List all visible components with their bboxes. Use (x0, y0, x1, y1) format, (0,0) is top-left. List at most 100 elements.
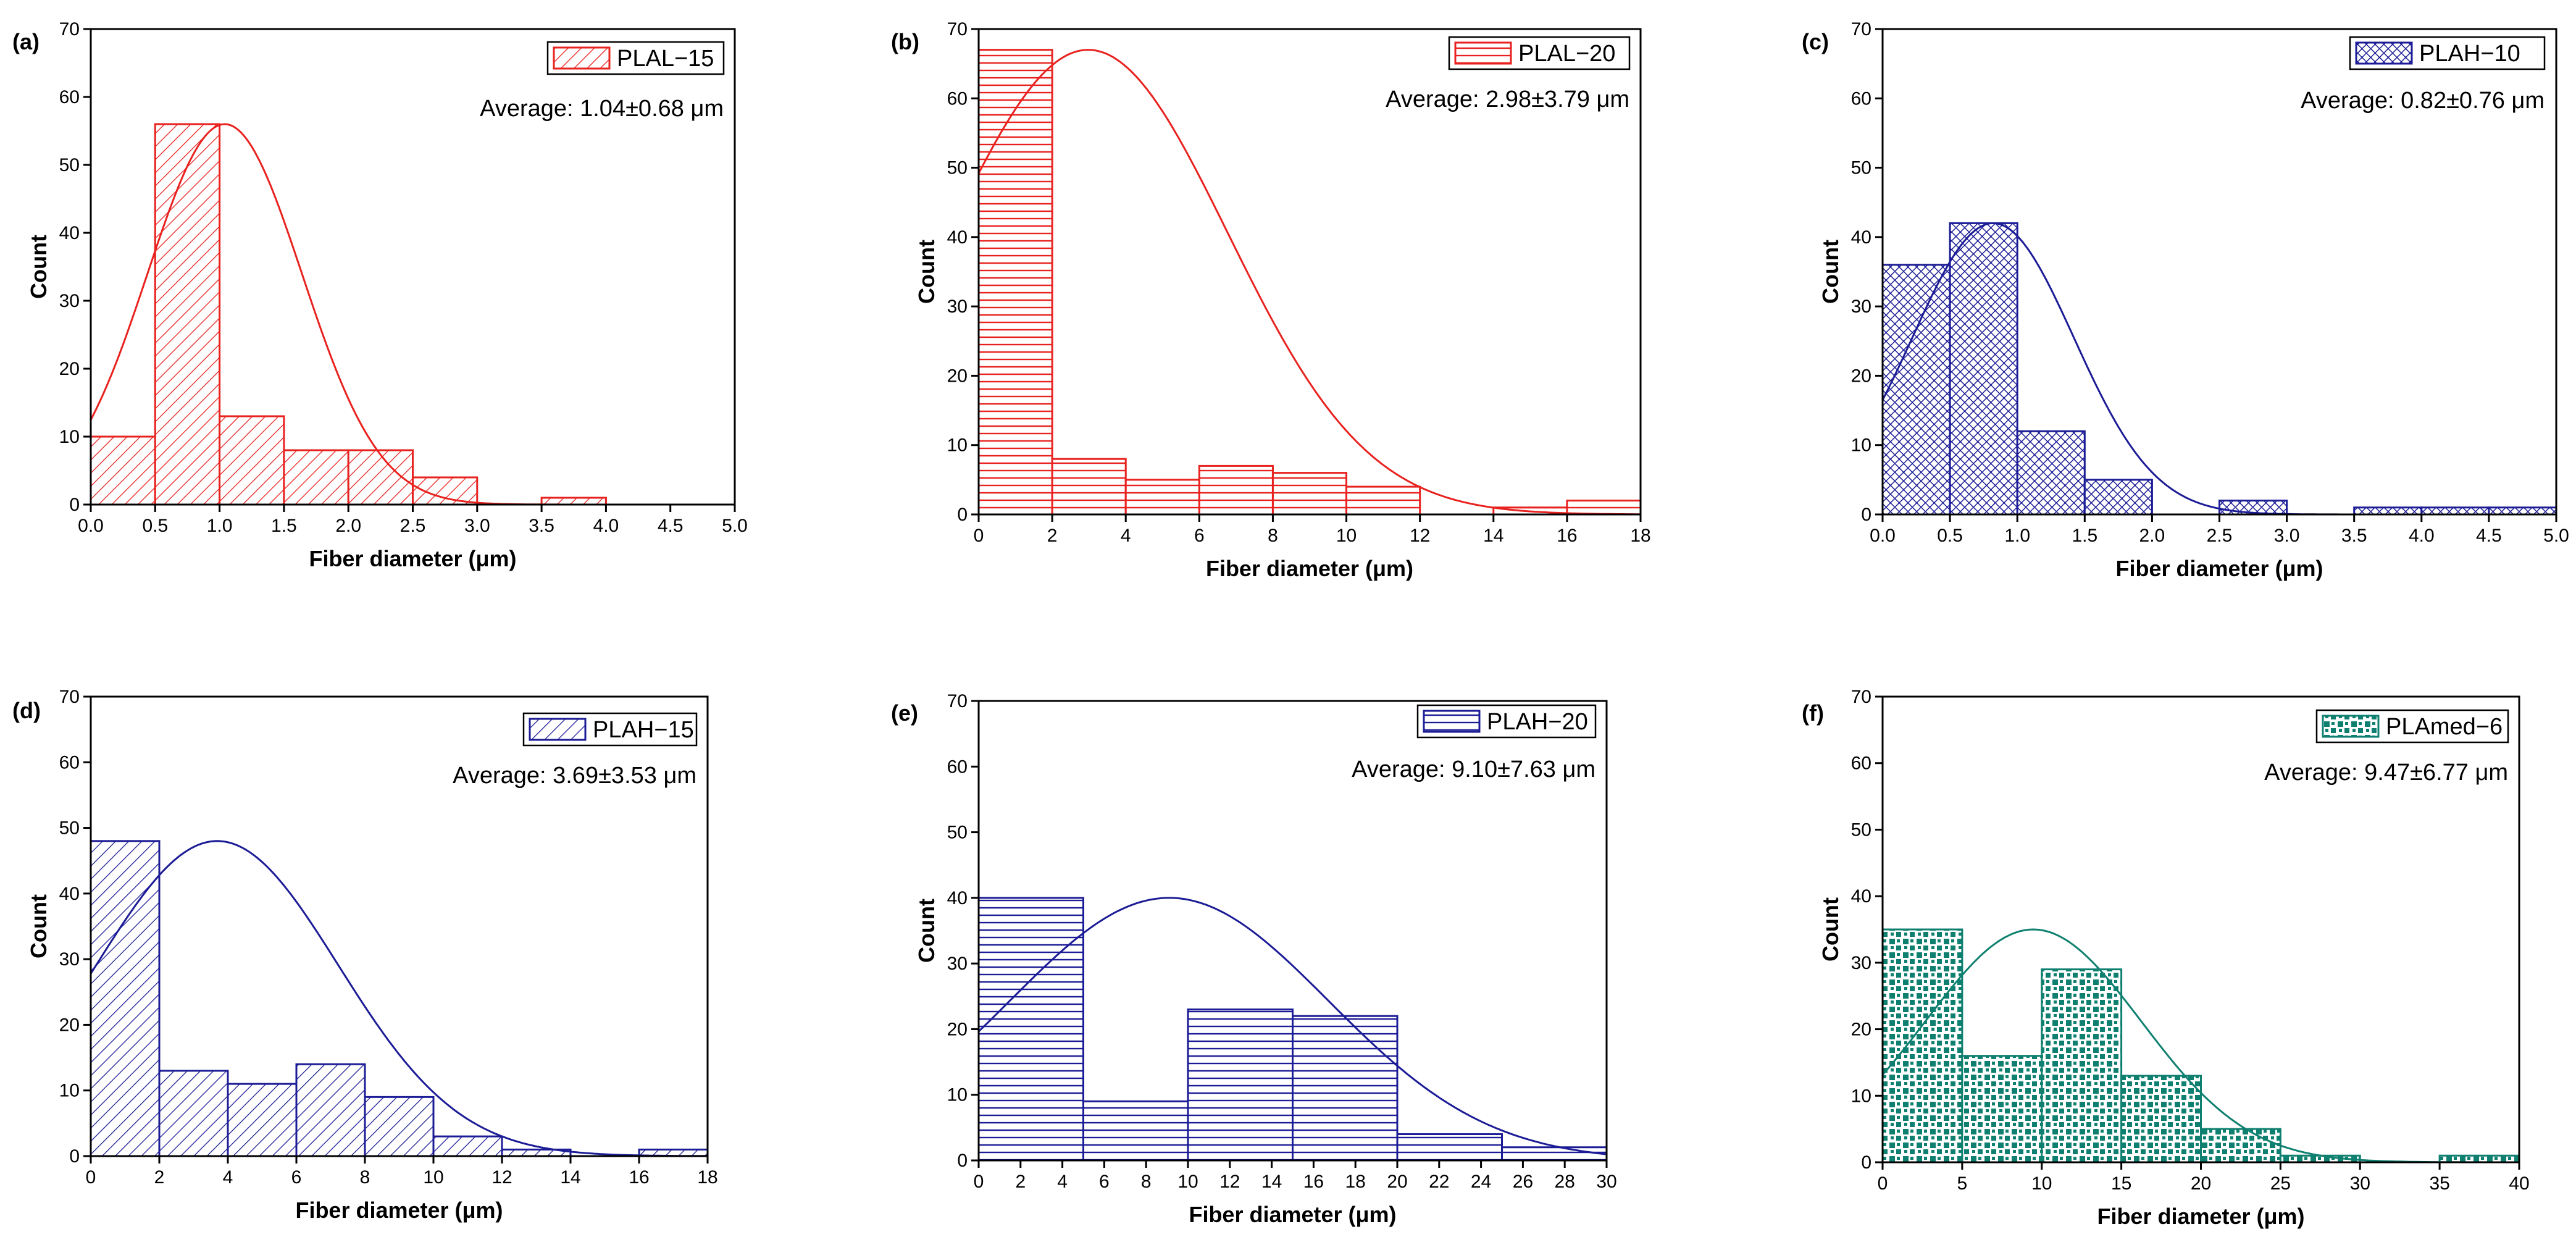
x-tick-label-2-4: 6 (1194, 526, 1205, 546)
x-tick-label-1-9: 4.0 (593, 516, 619, 536)
x-tick-label-5-4: 6 (1099, 1172, 1110, 1192)
x-tick-label-6-9: 40 (2509, 1173, 2529, 1194)
bar-2-6 (1345, 485, 1421, 516)
legend-label-2: PLAL−20 (1518, 41, 1615, 67)
legend-2: PLAL−20 (1448, 36, 1631, 70)
bar-5-3 (1187, 1008, 1294, 1162)
x-tick-label-4-10: 18 (697, 1167, 717, 1188)
y-tick-label-2-7: 60 (947, 88, 968, 109)
legend-5: PLAH−20 (1416, 704, 1597, 739)
y-axis-title-6: Count (1818, 897, 1843, 962)
x-tick-label-5-6: 10 (1177, 1172, 1198, 1192)
plot-frame-5 (977, 700, 1608, 1162)
x-tick-label-3-8: 3.5 (2341, 526, 2367, 546)
x-tick-label-6-1: 0 (1878, 1173, 1888, 1194)
panel-label-4: (d) (12, 698, 41, 723)
y-tick-label-1-6: 50 (59, 155, 80, 175)
x-tick-label-5-13: 24 (1471, 1172, 1491, 1192)
y-tick-label-2-8: 70 (947, 19, 968, 40)
x-tick-label-4-5: 8 (360, 1167, 370, 1188)
bar-4-3 (227, 1083, 298, 1157)
x-tick-label-5-15: 28 (1555, 1172, 1575, 1192)
x-tick-label-4-7: 12 (491, 1167, 512, 1188)
x-tick-label-5-8: 14 (1261, 1172, 1282, 1192)
legend-3: PLAH−10 (2349, 36, 2546, 70)
legend-label-4: PLAH−15 (593, 717, 694, 743)
legend-swatch-4 (529, 718, 587, 741)
bar-2-9 (1566, 500, 1642, 516)
y-tick-label-1-7: 60 (59, 87, 80, 107)
y-tick-label-4-4: 30 (59, 949, 80, 970)
x-tick-label-2-6: 10 (1336, 526, 1357, 546)
x-tick-label-6-8: 35 (2429, 1173, 2449, 1194)
x-tick-label-5-11: 20 (1387, 1172, 1407, 1192)
y-tick-label-1-8: 70 (59, 19, 80, 40)
bar-2-1 (977, 49, 1053, 516)
y-tick-label-1-1: 0 (69, 495, 80, 515)
x-tick-label-4-4: 6 (291, 1167, 302, 1188)
bar-3-2 (1949, 222, 2018, 516)
legend-6: PLAmed−6 (2315, 709, 2509, 744)
legend-swatch-6 (2322, 715, 2380, 738)
x-tick-label-2-3: 4 (1121, 526, 1131, 546)
chart-panel-2: 0 2 4 6 8 10 12 14 16 18 0 10 20 30 40 50 60 70 Fiber diam… (891, 19, 1651, 581)
x-tick-label-1-11: 5.0 (722, 516, 748, 536)
x-tick-label-3-5: 2.0 (2139, 526, 2165, 546)
y-tick-label-2-5: 40 (947, 227, 968, 248)
bar-4-4 (295, 1063, 366, 1157)
x-tick-label-1-6: 2.5 (400, 516, 426, 536)
x-axis-title-1: Fiber diameter (μm) (309, 546, 516, 571)
y-tick-label-2-6: 50 (947, 158, 968, 178)
x-tick-label-3-2: 0.5 (1937, 526, 1963, 546)
x-tick-label-2-2: 2 (1047, 526, 1058, 546)
x-tick-label-2-9: 16 (1557, 526, 1577, 546)
bar-4-5 (364, 1096, 435, 1157)
bar-5-4 (1292, 1015, 1399, 1162)
y-tick-label-6-2: 10 (1851, 1086, 1871, 1106)
bar-6-1 (1881, 928, 1963, 1164)
y-tick-label-2-1: 0 (957, 505, 968, 525)
y-tick-label-3-5: 40 (1851, 227, 1871, 248)
x-axis-title-5: Fiber diameter (μm) (1189, 1202, 1396, 1227)
y-tick-label-6-3: 20 (1851, 1020, 1871, 1040)
x-tick-label-4-2: 2 (154, 1167, 165, 1188)
x-tick-label-6-7: 30 (2350, 1173, 2370, 1194)
x-tick-label-3-3: 1.0 (2004, 526, 2030, 546)
bar-4-6 (432, 1135, 503, 1157)
panel-label-2: (b) (891, 29, 919, 54)
y-tick-label-5-2: 10 (947, 1085, 968, 1105)
x-tick-label-1-2: 0.5 (142, 516, 168, 536)
x-tick-label-4-9: 16 (629, 1167, 649, 1188)
average-annotation-5: Average: 9.10±7.63 μm (1352, 757, 1595, 782)
y-tick-label-1-2: 10 (59, 427, 80, 447)
legend-swatch-1 (553, 46, 611, 70)
x-axis-title-3: Fiber diameter (μm) (2115, 556, 2323, 581)
x-tick-label-3-11: 5.0 (2543, 526, 2569, 546)
y-tick-label-5-1: 0 (957, 1151, 968, 1171)
chart-panel-3: 0.0 0.5 1.0 1.5 2.0 2.5 3.0 3.5 4.0 4.5 5.0 0 10 20 30… (1802, 19, 2569, 581)
bar-5-2 (1082, 1100, 1189, 1162)
x-tick-label-3-1: 0.0 (1870, 526, 1896, 546)
x-tick-label-2-5: 8 (1268, 526, 1278, 546)
x-tick-label-1-3: 1.0 (207, 516, 233, 536)
panel-label-5: (e) (891, 700, 918, 726)
y-axis-title-3: Count (1818, 240, 1843, 304)
x-axis-title-4: Fiber diameter (μm) (295, 1197, 503, 1223)
x-tick-label-4-1: 0 (86, 1167, 96, 1188)
y-tick-label-4-5: 40 (59, 884, 80, 904)
x-tick-label-1-1: 0.0 (78, 516, 104, 536)
x-tick-label-2-10: 18 (1630, 526, 1650, 546)
panel-label-1: (a) (12, 29, 40, 54)
y-tick-label-1-3: 20 (59, 359, 80, 379)
bar-5-5 (1396, 1133, 1503, 1162)
bar-6-2 (1961, 1055, 2043, 1164)
y-axis-title-4: Count (26, 894, 51, 958)
y-tick-label-6-6: 50 (1851, 820, 1871, 840)
y-tick-label-6-8: 70 (1851, 687, 1871, 707)
x-tick-label-5-16: 30 (1596, 1172, 1616, 1192)
bar-3-4 (2083, 479, 2153, 516)
legend-1: PLAL−15 (546, 41, 725, 75)
x-tick-label-3-7: 3.0 (2274, 526, 2300, 546)
y-axis-title-5: Count (914, 899, 939, 963)
y-tick-label-3-7: 60 (1851, 88, 1871, 109)
